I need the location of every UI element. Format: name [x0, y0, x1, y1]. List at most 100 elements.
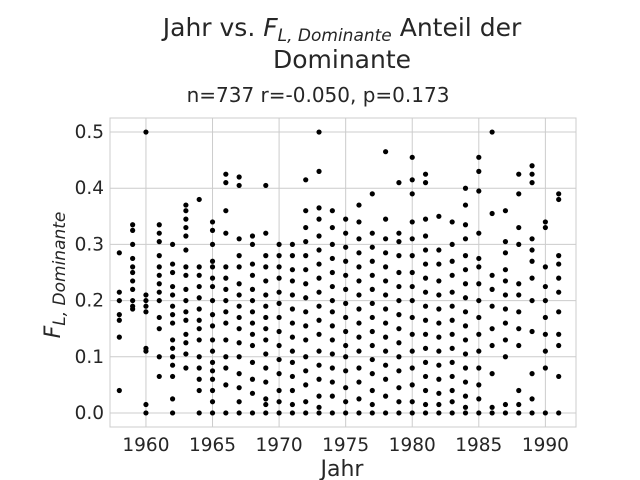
- y-axis-label: FL, Dominante: [41, 212, 70, 339]
- data-point: [476, 365, 482, 371]
- data-point: [542, 410, 548, 416]
- data-point: [249, 376, 256, 382]
- data-point: [383, 376, 389, 382]
- data-point: [502, 239, 509, 245]
- data-point: [276, 314, 282, 321]
- data-point: [169, 354, 176, 360]
- data-point: [409, 382, 415, 388]
- data-point: [476, 230, 482, 236]
- data-point: [476, 255, 482, 262]
- data-point: [316, 216, 322, 222]
- data-point: [196, 326, 202, 332]
- data-point: [183, 351, 189, 357]
- data-point: [516, 387, 522, 394]
- data-point: [236, 326, 242, 332]
- data-point: [263, 253, 269, 259]
- data-point: [396, 312, 402, 318]
- data-point: [303, 354, 309, 360]
- data-point: [422, 289, 429, 295]
- data-point: [223, 171, 229, 177]
- data-point: [409, 283, 415, 290]
- data-point: [449, 219, 455, 225]
- data-point: [329, 410, 335, 416]
- data-point: [462, 281, 469, 287]
- data-point: [369, 387, 375, 394]
- data-point: [476, 331, 482, 337]
- data-point: [249, 286, 256, 292]
- data-point: [369, 328, 375, 335]
- data-point: [489, 286, 495, 292]
- data-point: [356, 410, 362, 416]
- data-point: [209, 258, 216, 264]
- data-point: [130, 269, 136, 276]
- data-point: [436, 306, 442, 312]
- data-point: [236, 314, 242, 321]
- data-point: [143, 303, 149, 309]
- data-point: [276, 275, 282, 281]
- data-point: [209, 219, 216, 225]
- data-point: [209, 312, 216, 318]
- data-point: [356, 348, 362, 354]
- data-point: [156, 354, 162, 360]
- data-point: [556, 275, 562, 281]
- data-point: [223, 337, 229, 343]
- data-point: [449, 258, 455, 264]
- data-point: [449, 317, 455, 323]
- data-point: [529, 247, 535, 253]
- data-point: [236, 174, 242, 180]
- x-tick-label: 1985: [455, 435, 502, 456]
- data-point: [369, 230, 375, 236]
- data-point: [289, 253, 296, 259]
- data-point: [489, 210, 495, 217]
- data-point: [383, 334, 389, 340]
- data-point: [263, 303, 269, 309]
- data-point: [316, 275, 322, 281]
- data-point: [316, 331, 322, 337]
- data-point: [303, 337, 309, 343]
- data-point: [196, 354, 202, 360]
- data-point: [329, 297, 335, 304]
- data-point: [289, 267, 296, 273]
- data-point: [409, 297, 415, 304]
- data-point: [409, 410, 415, 416]
- data-point: [476, 168, 482, 174]
- data-point: [169, 292, 176, 298]
- data-point: [436, 334, 442, 340]
- y-tick-label: 0.0: [75, 403, 104, 424]
- data-point: [356, 320, 362, 326]
- data-point: [223, 208, 229, 214]
- data-point: [130, 297, 136, 304]
- data-point: [249, 233, 256, 239]
- data-point: [502, 401, 509, 408]
- data-point: [542, 283, 548, 290]
- data-point: [156, 314, 162, 321]
- data-point: [303, 253, 309, 259]
- data-point: [276, 289, 282, 295]
- data-point: [529, 236, 535, 242]
- data-point: [502, 410, 509, 416]
- data-point: [316, 393, 322, 399]
- data-point: [396, 326, 402, 332]
- data-point: [263, 351, 269, 357]
- data-point: [396, 269, 402, 276]
- data-point: [476, 382, 482, 388]
- data-point: [449, 303, 455, 309]
- data-point: [369, 371, 375, 377]
- data-point: [529, 180, 535, 186]
- data-point: [409, 269, 415, 276]
- data-point: [156, 239, 162, 245]
- data-point: [263, 278, 269, 284]
- data-point: [263, 264, 269, 270]
- data-point: [476, 314, 482, 321]
- data-point: [316, 261, 322, 267]
- data-point: [130, 278, 136, 284]
- data-point: [422, 275, 429, 281]
- data-point: [156, 264, 162, 270]
- data-point: [303, 239, 309, 245]
- data-point: [436, 390, 442, 396]
- data-point: [369, 191, 375, 197]
- data-point: [209, 337, 216, 343]
- data-point: [449, 272, 455, 278]
- data-point: [343, 314, 349, 321]
- data-point: [476, 264, 482, 270]
